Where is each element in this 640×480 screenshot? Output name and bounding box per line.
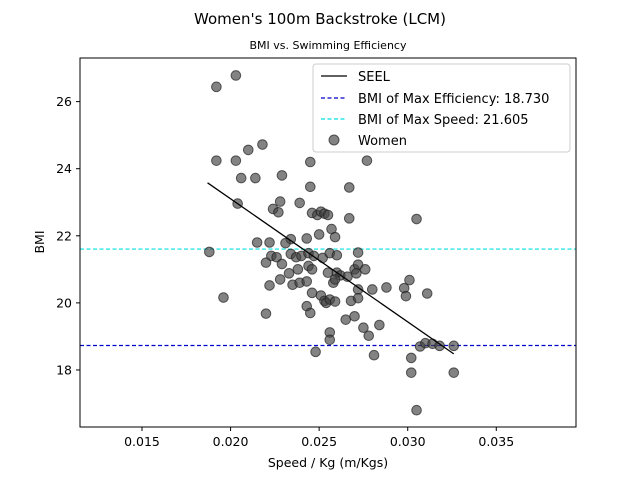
legend-box bbox=[312, 63, 571, 153]
data-point bbox=[257, 139, 268, 150]
data-point bbox=[363, 330, 375, 342]
data-point bbox=[405, 367, 417, 378]
data-point bbox=[352, 247, 364, 258]
x-tick-label: 0.035 bbox=[478, 434, 514, 449]
data-point bbox=[368, 349, 380, 361]
scatter-points bbox=[204, 70, 460, 416]
chart-subtitle: BMI vs. Swimming Efficiency bbox=[250, 39, 407, 52]
legend-label-max-efficiency: BMI of Max Efficiency: 18.730 bbox=[358, 92, 549, 107]
data-point bbox=[448, 367, 460, 378]
data-point bbox=[306, 264, 318, 275]
data-point bbox=[322, 209, 334, 221]
y-tick-label: 18 bbox=[56, 362, 72, 377]
data-point bbox=[352, 292, 364, 304]
data-point bbox=[331, 249, 343, 261]
data-point bbox=[411, 213, 422, 225]
data-point bbox=[366, 284, 378, 295]
data-point bbox=[250, 172, 261, 184]
data-point bbox=[280, 237, 291, 249]
data-point bbox=[260, 308, 272, 319]
data-point bbox=[276, 170, 288, 181]
data-point bbox=[283, 268, 295, 279]
data-point bbox=[349, 311, 360, 322]
data-point bbox=[251, 237, 263, 248]
data-point bbox=[324, 334, 336, 346]
data-point bbox=[264, 280, 275, 291]
data-point bbox=[260, 257, 272, 268]
data-point bbox=[351, 268, 362, 279]
y-axis-label: BMI bbox=[32, 230, 47, 253]
data-point bbox=[359, 264, 371, 275]
seel-trend-line bbox=[207, 182, 455, 355]
data-point bbox=[211, 155, 222, 166]
data-point bbox=[301, 276, 313, 287]
data-point bbox=[211, 81, 222, 93]
data-point bbox=[304, 156, 316, 168]
data-point bbox=[218, 292, 229, 303]
data-point bbox=[361, 155, 373, 166]
data-point bbox=[329, 231, 341, 243]
x-tick-label: 0.015 bbox=[124, 434, 160, 449]
data-point bbox=[434, 340, 445, 352]
data-point bbox=[264, 237, 275, 248]
y-tick-label: 26 bbox=[56, 94, 72, 109]
data-point bbox=[343, 213, 355, 224]
data-point bbox=[294, 197, 305, 209]
data-point bbox=[235, 172, 247, 184]
data-point bbox=[304, 181, 316, 193]
legend-label-women: Women bbox=[358, 134, 407, 149]
data-point bbox=[292, 264, 304, 275]
legend-label-seel: SEEL bbox=[358, 70, 391, 85]
data-point bbox=[358, 322, 369, 334]
y-tick-label: 24 bbox=[56, 161, 72, 176]
x-tick-label: 0.025 bbox=[301, 434, 337, 449]
plot-border bbox=[79, 57, 577, 428]
x-tick-label: 0.030 bbox=[390, 434, 426, 449]
data-point bbox=[400, 290, 412, 302]
data-point bbox=[411, 404, 422, 416]
data-point bbox=[381, 282, 392, 293]
x-tick-label: 0.020 bbox=[213, 434, 249, 449]
legend-label-max-speed: BMI of Max Speed: 21.605 bbox=[358, 113, 529, 128]
data-point bbox=[242, 144, 254, 156]
y-tick-label: 22 bbox=[56, 228, 72, 243]
seel-line bbox=[207, 182, 455, 355]
y-tick-label: 20 bbox=[56, 295, 72, 310]
x-axis-label: Speed / Kg (m/Kgs) bbox=[268, 455, 388, 470]
data-point bbox=[306, 287, 318, 299]
data-point bbox=[313, 229, 325, 240]
data-point bbox=[329, 296, 341, 307]
data-point bbox=[329, 274, 341, 285]
data-point bbox=[310, 346, 321, 358]
data-point bbox=[304, 307, 316, 319]
data-point bbox=[448, 340, 460, 352]
chart-title: Women's 100m Backstroke (LCM) bbox=[194, 10, 446, 28]
x-axis-ticks: 0.015 0.020 0.025 0.030 0.035 bbox=[124, 427, 514, 449]
data-point bbox=[340, 314, 352, 325]
data-point bbox=[273, 207, 284, 218]
y-axis-ticks: 18 20 22 24 26 bbox=[56, 94, 80, 377]
data-point bbox=[230, 70, 242, 81]
data-point bbox=[404, 274, 415, 286]
data-point bbox=[204, 246, 215, 258]
data-point bbox=[405, 352, 417, 364]
data-point bbox=[274, 196, 286, 207]
data-point bbox=[374, 319, 385, 331]
data-point bbox=[274, 274, 286, 285]
legend: SEEL BMI of Max Efficiency: 18.730 BMI o… bbox=[312, 63, 571, 153]
data-point bbox=[230, 155, 242, 166]
data-point bbox=[343, 182, 355, 193]
data-point bbox=[276, 258, 288, 270]
data-point bbox=[421, 288, 433, 299]
legend-swatch-women bbox=[328, 134, 340, 146]
data-point bbox=[301, 233, 313, 244]
